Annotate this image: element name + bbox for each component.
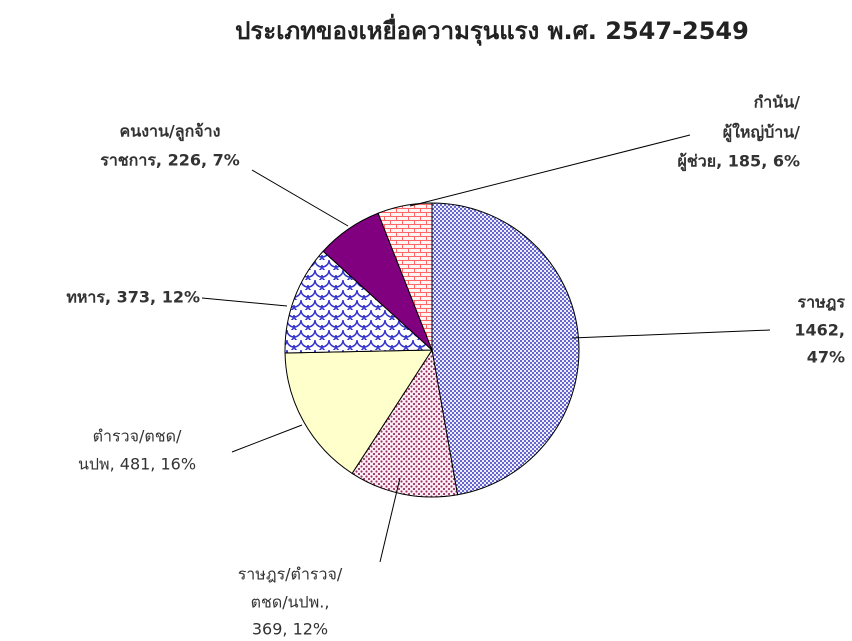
data-label: ราษฎร/ตำรวจ/	[238, 565, 343, 584]
data-label: ผู้ใหญ่บ้าน/	[723, 123, 800, 144]
pie-slice	[377, 202, 433, 351]
data-label: ตำรวจ/ตชด/	[93, 427, 182, 446]
pie-slice	[431, 202, 580, 496]
leader-line	[379, 477, 401, 563]
pie-slice	[284, 349, 433, 475]
leader-line	[201, 297, 288, 307]
leader-line	[409, 134, 691, 207]
leader-line	[251, 169, 349, 227]
data-label: 369, 12%	[252, 620, 328, 639]
data-label: ทหาร, 373, 12%	[66, 288, 200, 307]
leader-line	[231, 424, 303, 453]
data-label: คนงาน/ลูกจ้าง	[120, 122, 221, 143]
pie-slice	[351, 348, 459, 498]
data-label: ตชด/นปพ.,	[251, 593, 330, 612]
data-label: ผู้ช่วย, 185, 6%	[678, 152, 800, 173]
data-label: 47%	[807, 348, 845, 367]
chart-title: ประเภทของเหยื่อความรุนแรง พ.ศ. 2547-2549	[235, 13, 749, 47]
data-label: ราษฎร	[798, 293, 846, 312]
data-label: นปพ, 481, 16%	[78, 455, 196, 474]
data-label: ราชการ, 226, 7%	[100, 151, 240, 170]
pie-slice	[284, 250, 434, 354]
data-label: 1462,	[794, 321, 845, 340]
leader-line	[571, 329, 771, 339]
data-label: กำนัน/	[754, 93, 801, 112]
